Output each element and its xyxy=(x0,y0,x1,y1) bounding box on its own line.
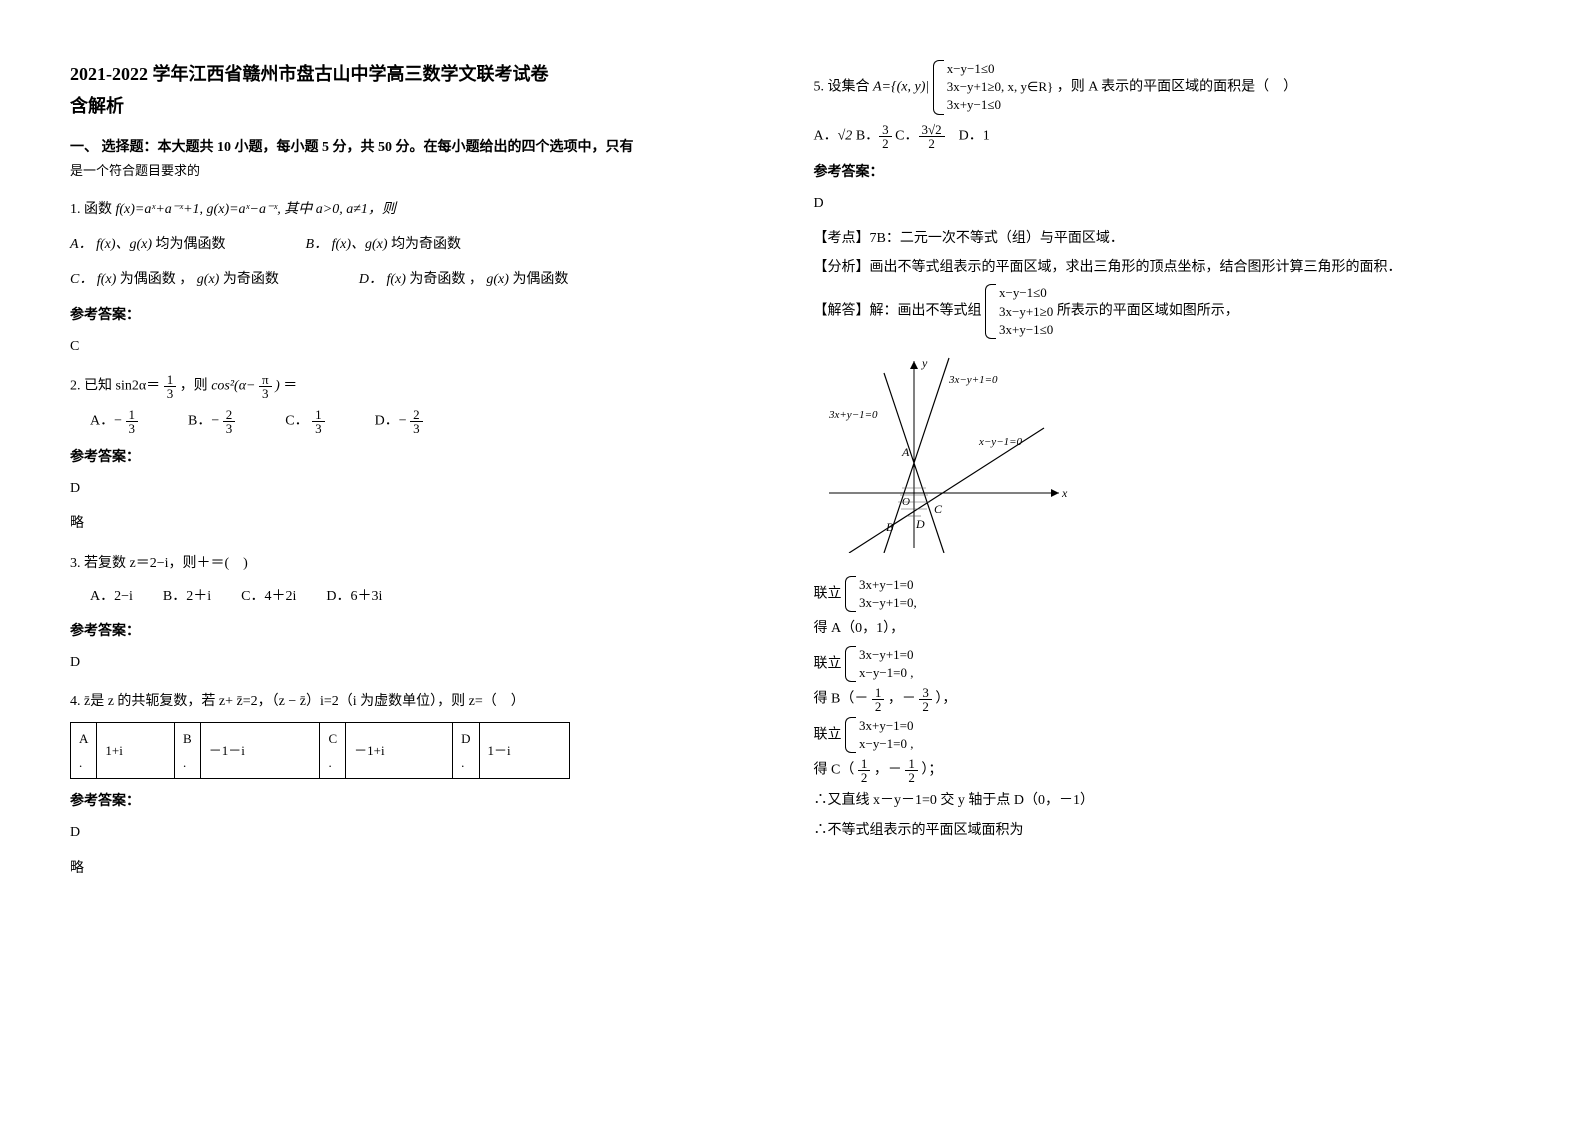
q2-answer: D xyxy=(70,476,774,501)
q2-fracpi: π3 xyxy=(259,373,272,400)
section-header-2: 是一个符合题目要求的 xyxy=(70,160,774,179)
q3-answer-label: 参考答案： xyxy=(70,619,774,644)
q1-answer: C xyxy=(70,334,774,359)
q4-brief: 略 xyxy=(70,856,774,881)
svg-text:x−y−1=0: x−y−1=0 xyxy=(978,436,1023,448)
svg-text:3x+y−1=0: 3x+y−1=0 xyxy=(828,409,878,421)
q3-opt-d: D．6＋3i xyxy=(326,584,382,609)
q3-opt-b: B．2＋i xyxy=(163,584,211,609)
svg-text:D: D xyxy=(915,517,925,531)
q2-opt-d: D．− 23 xyxy=(375,408,423,435)
section-header: 一、 选择题：本大题共 10 小题，每小题 5 分，共 50 分。在每小题给出的… xyxy=(70,136,774,156)
q5-get-b: 得 B（－ 12 ，－ 32 ）， xyxy=(814,686,1518,713)
q5-answer: D xyxy=(814,191,1518,216)
q5-lianli-b: 联立 3x−y+1=0 x−y−1=0 , xyxy=(814,646,1518,682)
q1-opt-d: D． f(x) 为奇函数 ， g(x) 为偶函数 xyxy=(359,267,569,292)
q1-expr: f(x)=aˣ+a⁻ˣ+1, g(x)=aˣ−a⁻ˣ, 其中 a>0, a≠1，… xyxy=(116,202,396,217)
q5-get-c: 得 C（ 12 ，－ 12 ）； xyxy=(814,757,1518,784)
q1-opt-b: B． f(x)、g(x) 均为奇函数 xyxy=(306,232,462,257)
page-title-2: 含解析 xyxy=(70,92,774,118)
q3-opt-a: A．2−i xyxy=(90,584,133,609)
question-3: 3. 若复数 z＝2−i，则＋＝( ) A．2−i B．2＋i C．4＋2i D… xyxy=(70,551,774,676)
q5-lianli-c: 联立 3x+y−1=0 x−y−1=0 , xyxy=(814,717,1518,753)
q2-frac1: 13 xyxy=(164,373,177,400)
q5-answer-label: 参考答案： xyxy=(814,160,1518,185)
q4-option-table: A.1+i B.－1－i C.－1+i D.1－i xyxy=(70,722,570,779)
q5-options: A．√2 B．32 C．3√22 D．1 xyxy=(814,123,1518,150)
q5-system-j: x−y−1≤0 3x−y+1≥0 3x+y−1≤0 xyxy=(985,284,1053,339)
q4-answer: D xyxy=(70,820,774,845)
svg-text:B: B xyxy=(886,520,894,534)
q2-opt-a: A．− 13 xyxy=(90,408,138,435)
question-2: 2. 已知 sin2α＝ 13 ，则 cos²(α− π3 ) ＝ A．− 13… xyxy=(70,373,774,537)
question-5: 5. 设集合 A={(x, y)| x−y−1≤0 3x−y+1≥0, x, y… xyxy=(814,60,1518,843)
q2-opt-c: C． 13 xyxy=(285,408,324,435)
q1-opt-a: A． f(x)、g(x) 均为偶函数 xyxy=(70,232,226,257)
page-title-1: 2021-2022 学年江西省赣州市盘古山中学高三数学文联考试卷 xyxy=(70,60,774,86)
q4-label: 4. z̄是 z 的共轭复数，若 z+ z̄=2，（z − z̄）i=2（i 为… xyxy=(70,689,774,714)
q1-answer-label: 参考答案： xyxy=(70,303,774,328)
svg-text:C: C xyxy=(934,502,943,516)
q5-fenxi: 【分析】画出不等式组表示的平面区域，求出三角形的顶点坐标，结合图形计算三角形的面… xyxy=(814,255,1518,280)
question-4: 4. z̄是 z 的共轭复数，若 z+ z̄=2，（z − z̄）i=2（i 为… xyxy=(70,689,774,881)
q1-opt-c: C． f(x) 为偶函数 ， g(x) 为奇函数 xyxy=(70,267,279,292)
question-1: 1. 函数 f(x)=aˣ+a⁻ˣ+1, g(x)=aˣ−a⁻ˣ, 其中 a>0… xyxy=(70,197,774,359)
q3-answer: D xyxy=(70,650,774,675)
q5-extra-d: ∴又直线 x－y－1=0 交 y 轴于点 D（0，－1） xyxy=(814,788,1518,813)
left-column: 2021-2022 学年江西省赣州市盘古山中学高三数学文联考试卷 含解析 一、 … xyxy=(50,60,794,1062)
svg-text:x: x xyxy=(1061,486,1068,500)
q5-lianli-a: 联立 3x+y−1=0 3x−y+1=0, xyxy=(814,576,1518,612)
svg-text:A: A xyxy=(901,445,910,459)
q5-kaodian: 【考点】7B：二元一次不等式（组）与平面区域． xyxy=(814,226,1518,251)
q2-opt-b: B．− 23 xyxy=(188,408,235,435)
q2-answer-label: 参考答案： xyxy=(70,445,774,470)
q5-region-diagram: x y O 3x−y+1=0 x−y−1=0 3x+y−1=0 A xyxy=(814,353,1074,553)
svg-text:3x−y+1=0: 3x−y+1=0 xyxy=(948,374,998,386)
q5-final: ∴不等式组表示的平面区域面积为 xyxy=(814,818,1518,843)
q3-opt-c: C．4＋2i xyxy=(241,584,296,609)
q1-label: 1. 函数 xyxy=(70,202,112,217)
q2-label: 2. 已知 sin2α＝ xyxy=(70,379,160,394)
q5-jieda: 【解答】解：画出不等式组 x−y−1≤0 3x−y+1≥0 3x+y−1≤0 所… xyxy=(814,284,1518,339)
q5-stem: 5. 设集合 A={(x, y)| x−y−1≤0 3x−y+1≥0, x, y… xyxy=(814,60,1518,115)
q4-answer-label: 参考答案： xyxy=(70,789,774,814)
right-column: 5. 设集合 A={(x, y)| x−y−1≤0 3x−y+1≥0, x, y… xyxy=(794,60,1538,1062)
q5-get-a: 得 A（0，1）， xyxy=(814,616,1518,641)
q5-system: x−y−1≤0 3x−y+1≥0, x, y∈R} 3x+y−1≤0 xyxy=(933,60,1054,115)
q2-brief: 略 xyxy=(70,511,774,536)
svg-text:y: y xyxy=(921,356,928,370)
q3-label: 3. 若复数 z＝2−i，则＋＝( ) xyxy=(70,551,774,576)
